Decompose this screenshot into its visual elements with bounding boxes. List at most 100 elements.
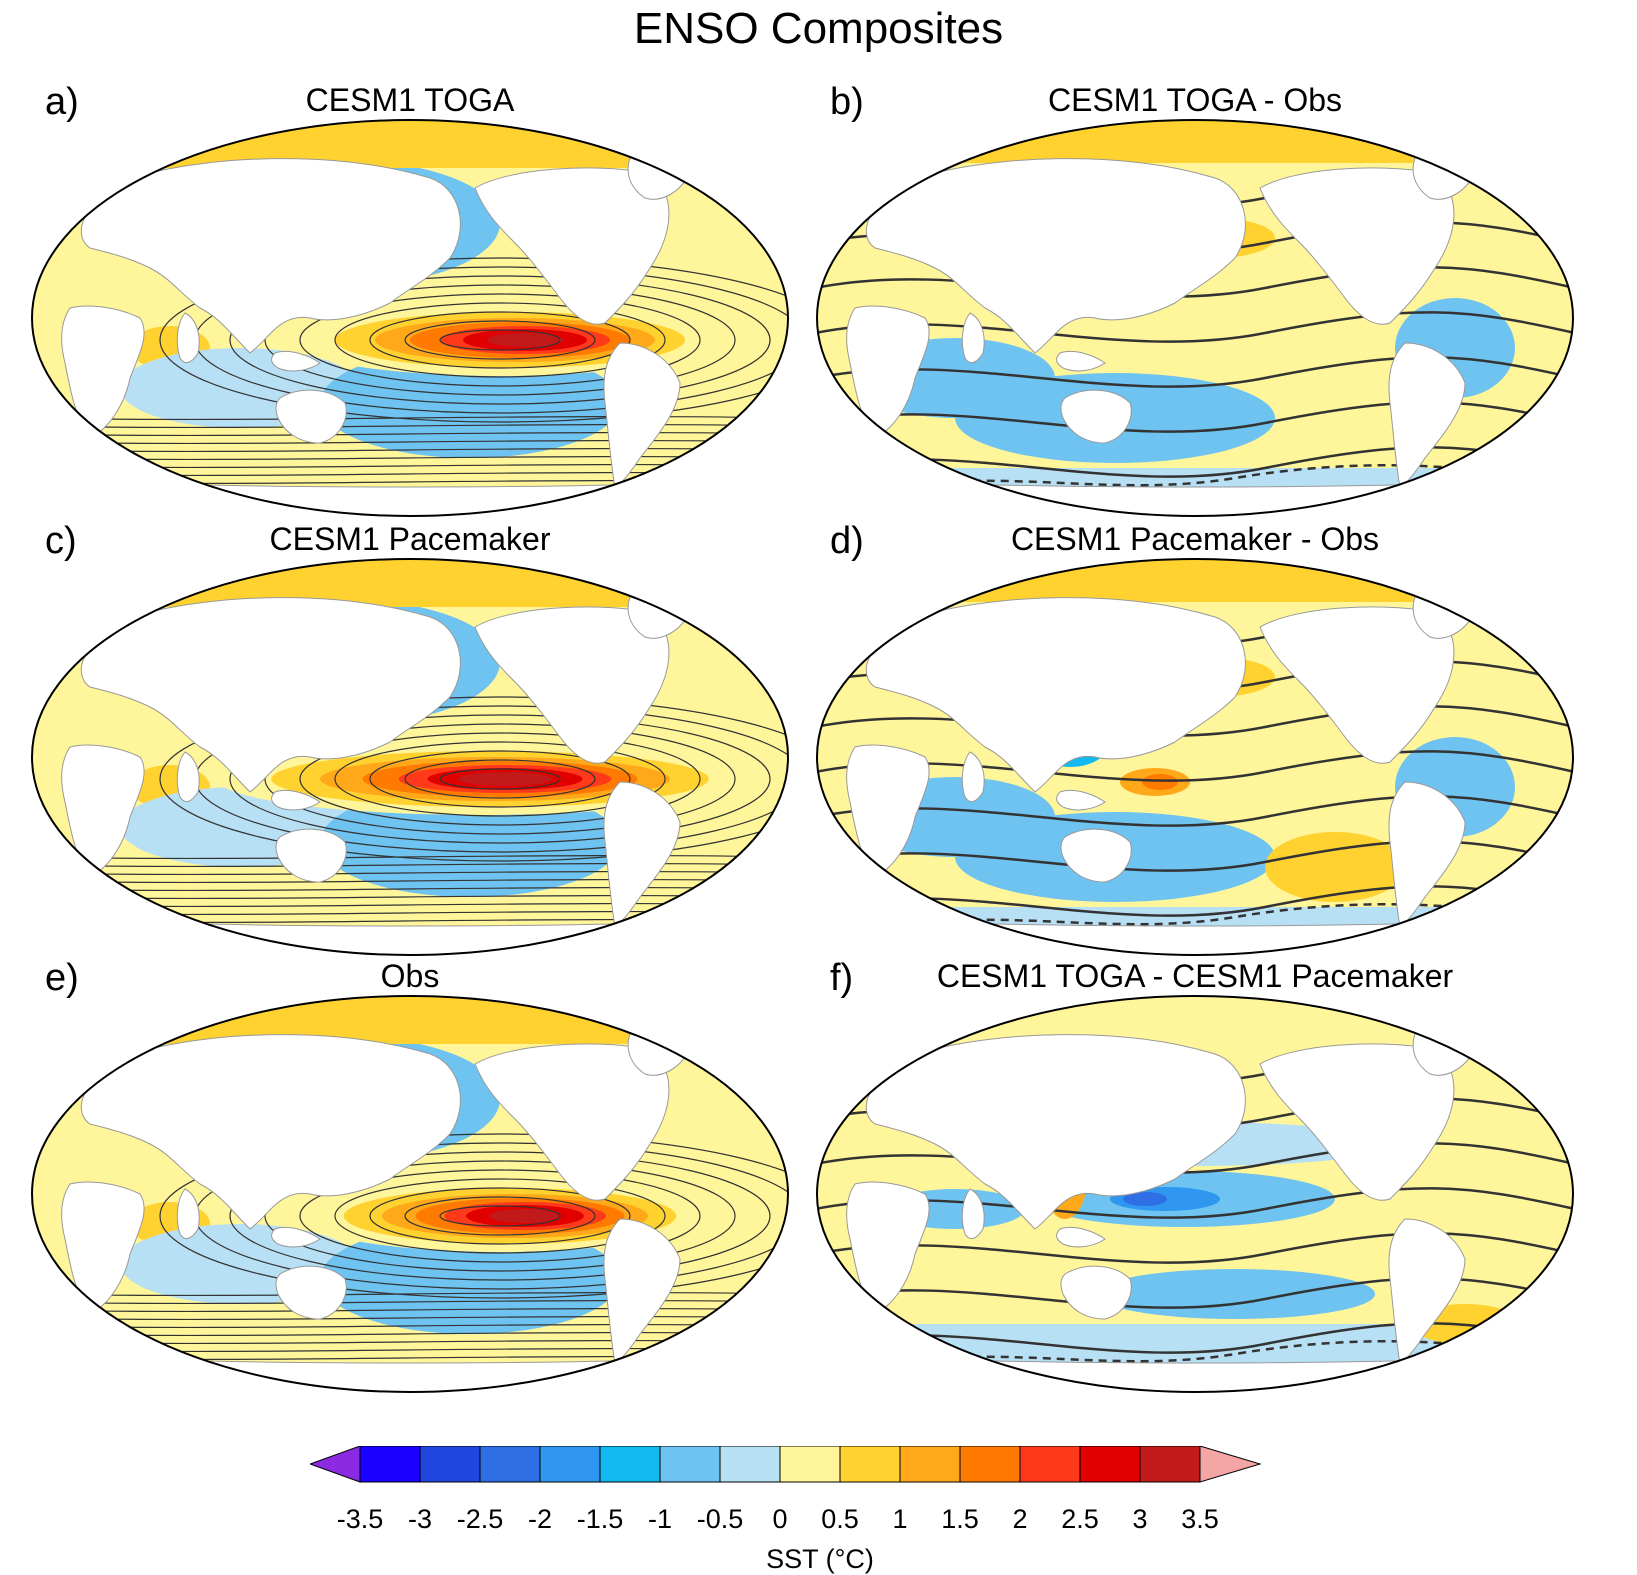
land-india xyxy=(176,751,200,803)
contour-line xyxy=(32,870,788,876)
colorbar-tick-label: -1 xyxy=(648,1504,672,1534)
map-panel: f) CESM1 TOGA - CESM1 Pacemaker xyxy=(790,956,1600,1411)
map-panel: b) CESM1 TOGA - Obs xyxy=(790,80,1600,535)
contour-line xyxy=(159,696,788,862)
colorbar-tick-label: 2.5 xyxy=(1061,1504,1099,1534)
colorbar-box xyxy=(719,1446,781,1483)
land-north-america xyxy=(474,1043,670,1201)
contour-line xyxy=(32,854,788,860)
contour-line xyxy=(817,750,1573,782)
contour-line xyxy=(32,1315,788,1321)
panel-title: CESM1 Pacemaker - Obs xyxy=(1010,521,1380,557)
contour-line xyxy=(229,275,771,405)
map-border xyxy=(816,995,1574,1393)
colorbar: -3.5 -3 -2.5 -2 -1.5 -1 -0.5 0 0.5 1 1.5 2 2.5 3 3.5 S… xyxy=(310,1446,1262,1574)
contour-line xyxy=(32,1307,788,1313)
world-map xyxy=(816,995,1574,1393)
colorbar-tick-label: 3 xyxy=(1132,1504,1147,1534)
colorbar-box xyxy=(659,1446,721,1483)
land-south-america xyxy=(603,342,681,489)
land-australia xyxy=(1060,1265,1132,1320)
world-map xyxy=(816,119,1574,517)
west-pacific-warm-core xyxy=(1142,774,1178,790)
contour-line xyxy=(334,1178,666,1254)
land-maritime-continent xyxy=(271,789,321,811)
colorbar-tick-label: 0 xyxy=(772,1504,787,1534)
contour-line xyxy=(299,293,701,387)
contour-line xyxy=(159,257,788,423)
world-map xyxy=(31,558,789,956)
panel-title: Obs xyxy=(380,958,440,994)
panel-title: CESM1 TOGA - CESM1 Pacemaker xyxy=(936,958,1454,994)
map-border xyxy=(31,995,789,1393)
land-europe-asia xyxy=(80,1034,461,1230)
nino-level-3 xyxy=(488,1209,562,1223)
contour-line xyxy=(229,714,771,844)
land-north-america xyxy=(1259,167,1455,325)
world-map xyxy=(31,119,789,517)
panel-letter: d) xyxy=(830,520,864,562)
contour-line-negative xyxy=(874,464,1556,490)
colorbar-tick-label: 2 xyxy=(1012,1504,1027,1534)
land-north-america xyxy=(474,606,670,764)
colorbar-box xyxy=(1019,1446,1081,1483)
land-india xyxy=(176,312,200,364)
contour-line xyxy=(32,1291,788,1297)
contour-line xyxy=(299,732,701,826)
land-africa xyxy=(61,744,145,878)
contour-line xyxy=(817,840,1573,872)
panel-title: CESM1 TOGA - Obs xyxy=(1047,82,1342,118)
colorbar-box xyxy=(599,1446,661,1483)
land-north-america xyxy=(1259,606,1455,764)
panel-title: CESM1 TOGA xyxy=(305,82,515,118)
contour-line xyxy=(817,401,1573,433)
map-panel: d) CESM1 Pacemaker - Obs xyxy=(790,519,1600,974)
colorbar-title: SST (°C) xyxy=(766,1544,874,1574)
contour-line xyxy=(32,431,788,437)
contour-line xyxy=(817,1322,1573,1354)
land-europe-asia xyxy=(865,597,1246,793)
contour-line xyxy=(264,284,736,396)
land-europe-asia xyxy=(80,597,461,793)
map-border xyxy=(31,558,789,956)
colorbar-tick-label: -2 xyxy=(528,1504,552,1534)
land-maritime-continent xyxy=(1056,1226,1106,1248)
map-border xyxy=(816,119,1574,517)
colorbar-box xyxy=(899,1446,961,1483)
contour-line xyxy=(817,1277,1573,1309)
arctic-warm-band xyxy=(817,120,1573,163)
land-north-america xyxy=(1259,1043,1455,1201)
land-maritime-continent xyxy=(271,350,321,372)
colorbar-tick-label: 3.5 xyxy=(1181,1504,1219,1534)
panel-title: CESM1 Pacemaker xyxy=(269,521,551,557)
south-pacific-cool xyxy=(1095,1269,1375,1319)
land-south-america xyxy=(603,1218,681,1365)
land-africa xyxy=(846,1181,930,1315)
figure-title: ENSO Composites xyxy=(633,4,1004,53)
land-maritime-continent xyxy=(1056,350,1106,372)
contour-line xyxy=(817,795,1573,827)
continents xyxy=(817,155,1573,516)
contour-line xyxy=(264,1160,736,1272)
contour-line xyxy=(817,1142,1573,1174)
equatorial-cool-peak xyxy=(1123,1192,1167,1206)
land-europe-asia xyxy=(865,158,1246,354)
contour-line xyxy=(817,885,1573,917)
land-australia xyxy=(1060,828,1132,883)
colorbar-under-triangle xyxy=(310,1446,361,1483)
contour-line xyxy=(439,1205,561,1227)
colorbar-tick-label: -3.5 xyxy=(337,1504,384,1534)
contour-line xyxy=(817,446,1573,478)
colorbar-box xyxy=(1079,1446,1141,1483)
southern-ocean-band xyxy=(32,1324,788,1369)
land-australia xyxy=(275,828,347,883)
colorbar-box xyxy=(539,1446,601,1483)
contour-line xyxy=(229,1151,771,1281)
nino-level-3 xyxy=(487,333,563,347)
contour-line xyxy=(817,311,1573,343)
contour-line xyxy=(404,759,596,799)
land-africa xyxy=(61,1181,145,1315)
colorbar-box xyxy=(779,1446,841,1483)
panel-letter: a) xyxy=(45,81,79,123)
land-europe-asia xyxy=(865,1034,1246,1230)
